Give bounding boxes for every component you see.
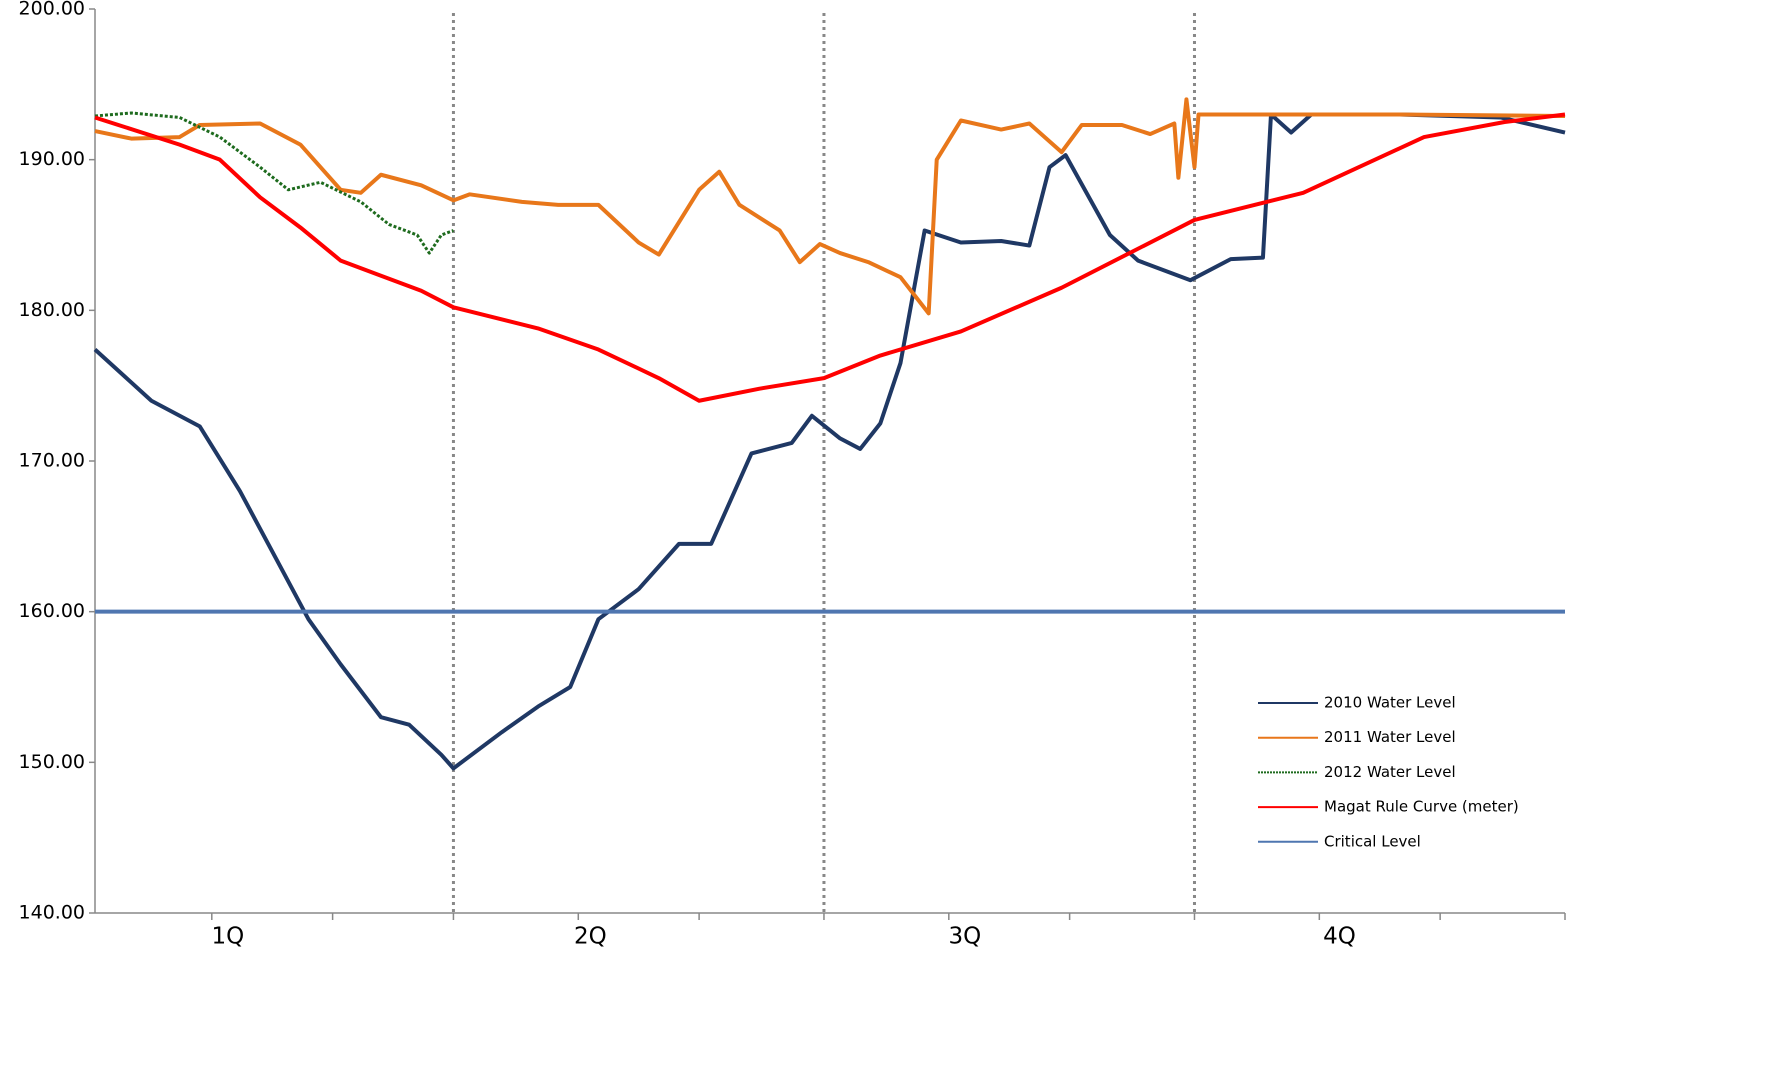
y-tick-label: 150.00 (19, 751, 85, 773)
x-tick-label: 2Q (574, 924, 607, 950)
x-tick-label: 4Q (1323, 924, 1356, 950)
series-line (93, 112, 1566, 771)
y-tick-label: 180.00 (19, 299, 85, 321)
series-line (94, 111, 454, 255)
legend-label: 2011 Water Level (1324, 728, 1456, 746)
legend-label: 2010 Water Level (1324, 694, 1456, 712)
series-line (94, 97, 1566, 316)
y-tick-label: 160.00 (19, 600, 85, 622)
x-tick-label: 1Q (212, 924, 245, 950)
legend-label: Critical Level (1324, 832, 1421, 850)
y-tick-label: 140.00 (19, 902, 85, 924)
y-tick-label: 170.00 (19, 450, 85, 472)
series-line (94, 112, 1566, 403)
x-tick-label: 3Q (949, 924, 982, 950)
legend-label: 2012 Water Level (1324, 763, 1456, 781)
legend-label: Magat Rule Curve (meter) (1324, 798, 1519, 816)
y-tick-label: 190.00 (19, 148, 85, 170)
y-tick-label: 200.00 (19, 0, 85, 20)
